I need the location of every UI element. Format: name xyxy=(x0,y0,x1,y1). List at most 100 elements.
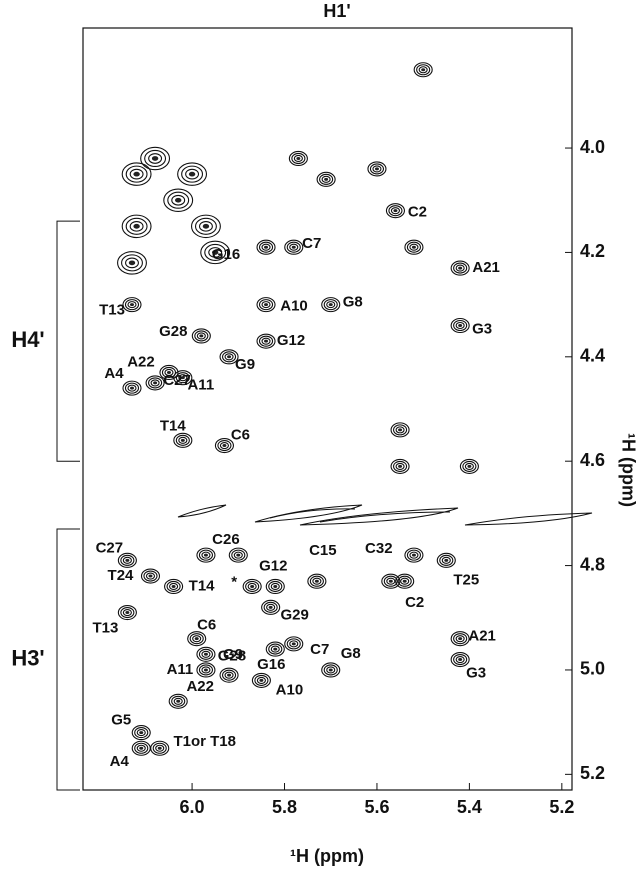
x-tick-label: 5.2 xyxy=(549,797,574,817)
contour xyxy=(261,301,271,309)
contour-core xyxy=(128,260,136,266)
peak-label: C15 xyxy=(309,542,337,559)
contour xyxy=(258,299,274,311)
peak-label: A4 xyxy=(110,753,130,770)
contour-core xyxy=(194,637,199,641)
contour xyxy=(125,257,139,269)
peak xyxy=(436,552,456,568)
x-tick-label: 5.4 xyxy=(457,797,482,817)
contour-core xyxy=(259,678,264,682)
contour-core xyxy=(227,673,232,677)
contour xyxy=(316,171,336,187)
peak xyxy=(196,547,216,563)
contour xyxy=(450,317,470,334)
peak-label: A10 xyxy=(276,681,304,698)
contour xyxy=(397,575,412,587)
peak xyxy=(256,297,276,313)
contour-core xyxy=(402,579,407,583)
peak xyxy=(117,552,137,568)
contour xyxy=(155,744,165,752)
contour-core xyxy=(273,584,278,588)
contour xyxy=(459,458,479,474)
contour xyxy=(127,301,137,309)
contour xyxy=(228,547,248,563)
contour xyxy=(390,458,410,474)
peak-label: C6 xyxy=(197,617,216,634)
contour xyxy=(198,220,213,232)
streak xyxy=(269,508,356,519)
y-tick-label: 5.2 xyxy=(580,763,605,783)
contour-core xyxy=(393,209,398,213)
contour xyxy=(219,441,229,450)
peak xyxy=(404,547,424,563)
contour xyxy=(286,241,301,253)
contour xyxy=(136,729,146,737)
peak xyxy=(187,631,207,647)
contour xyxy=(145,572,156,580)
contour xyxy=(309,575,324,587)
contour-core xyxy=(133,223,140,229)
y-tick-label: 4.8 xyxy=(580,554,605,574)
contour-core xyxy=(264,245,269,249)
contour xyxy=(196,662,216,678)
peak xyxy=(390,458,410,474)
contour-core xyxy=(291,245,296,249)
peak xyxy=(173,432,193,448)
contour xyxy=(386,577,396,585)
contour xyxy=(178,374,188,382)
contour xyxy=(192,635,202,643)
x-axis-title: ¹H (ppm) xyxy=(290,846,364,866)
y-tick-label: 4.4 xyxy=(580,346,605,366)
peak-label: A22 xyxy=(186,678,214,695)
contour xyxy=(177,162,208,186)
contour xyxy=(319,173,334,185)
peak xyxy=(117,251,147,275)
contour xyxy=(231,549,246,561)
peak xyxy=(131,725,151,741)
contour-core xyxy=(458,323,463,327)
contour-core xyxy=(374,167,379,171)
contour xyxy=(198,664,213,676)
contour-core xyxy=(139,746,144,750)
contour xyxy=(194,217,217,235)
x-tick-label: 5.6 xyxy=(364,797,389,817)
peak-label: T14 xyxy=(160,417,187,434)
contour-core xyxy=(227,355,232,359)
peak xyxy=(145,375,165,391)
peak-label: G9 xyxy=(235,356,255,373)
contour xyxy=(326,666,336,674)
peak xyxy=(316,171,336,187)
contour xyxy=(268,580,283,593)
contour xyxy=(150,740,170,756)
contour xyxy=(121,162,152,186)
peak-label: T1or T18 xyxy=(173,733,236,750)
contour xyxy=(289,640,299,648)
contour xyxy=(148,153,163,164)
contour xyxy=(136,744,146,752)
peak xyxy=(164,578,184,595)
contour xyxy=(268,643,283,655)
contour xyxy=(288,150,308,167)
contour xyxy=(191,328,211,344)
contour xyxy=(395,573,415,589)
peak xyxy=(219,349,239,365)
contour xyxy=(464,462,474,470)
peak xyxy=(256,333,276,349)
contour-core xyxy=(328,303,333,307)
peak-label: C7 xyxy=(302,235,321,252)
peak xyxy=(219,667,239,683)
contour xyxy=(122,556,132,564)
contour xyxy=(455,655,465,664)
contour-core xyxy=(148,574,153,578)
contour xyxy=(124,382,140,394)
contour-core xyxy=(222,444,227,448)
peak xyxy=(261,599,281,615)
contour-core xyxy=(328,668,333,672)
peak xyxy=(450,317,470,334)
contour xyxy=(125,165,148,183)
contour xyxy=(256,297,276,313)
peak xyxy=(131,740,151,756)
contour-core xyxy=(203,553,208,557)
peak-label: C27 xyxy=(163,372,191,389)
region-label: H3' xyxy=(11,645,44,670)
